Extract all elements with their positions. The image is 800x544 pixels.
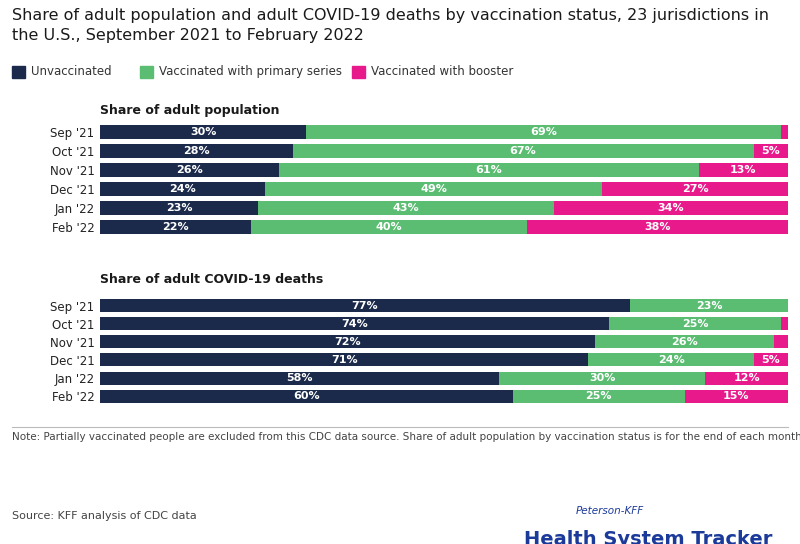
Text: 72%: 72%	[334, 337, 361, 347]
Text: Peterson-KFF: Peterson-KFF	[576, 506, 644, 516]
Text: Vaccinated with primary series: Vaccinated with primary series	[159, 65, 342, 78]
Text: 24%: 24%	[169, 184, 196, 194]
Text: 30%: 30%	[190, 127, 216, 137]
Text: Health System Tracker: Health System Tracker	[524, 530, 772, 544]
Bar	[100, 354, 589, 367]
Bar	[100, 201, 258, 215]
Bar	[698, 163, 788, 177]
Text: 43%: 43%	[393, 203, 419, 213]
Bar	[100, 372, 499, 385]
Text: 5%: 5%	[762, 355, 780, 365]
Text: 60%: 60%	[293, 391, 320, 401]
Text: 61%: 61%	[475, 165, 502, 175]
Bar	[100, 144, 293, 158]
Bar	[754, 144, 788, 158]
Text: 22%: 22%	[162, 222, 189, 232]
Bar	[774, 335, 788, 348]
Bar	[602, 182, 788, 196]
Text: 38%: 38%	[644, 222, 670, 232]
Bar	[100, 390, 513, 403]
Bar	[100, 182, 265, 196]
Text: 5%: 5%	[762, 146, 780, 156]
Text: Share of adult population: Share of adult population	[100, 104, 279, 118]
Bar	[781, 125, 788, 139]
Text: 58%: 58%	[286, 373, 313, 383]
Text: 23%: 23%	[696, 300, 722, 311]
Bar	[499, 372, 706, 385]
Text: Share of adult COVID-19 deaths: Share of adult COVID-19 deaths	[100, 273, 323, 286]
Bar	[306, 125, 781, 139]
Text: 27%: 27%	[682, 184, 709, 194]
Bar	[100, 299, 630, 312]
Bar	[100, 335, 595, 348]
Text: Vaccinated with booster: Vaccinated with booster	[371, 65, 514, 78]
Bar	[526, 220, 788, 234]
Text: 67%: 67%	[510, 146, 537, 156]
Bar	[100, 220, 251, 234]
Bar	[100, 163, 279, 177]
Bar	[781, 317, 788, 330]
Text: 49%: 49%	[420, 184, 447, 194]
Text: 28%: 28%	[183, 146, 210, 156]
Text: 69%: 69%	[530, 127, 557, 137]
Text: 77%: 77%	[351, 300, 378, 311]
Text: 25%: 25%	[586, 391, 612, 401]
Text: 15%: 15%	[723, 391, 750, 401]
Bar	[706, 372, 788, 385]
Text: 26%: 26%	[671, 337, 698, 347]
Bar	[100, 317, 609, 330]
Text: 26%: 26%	[176, 165, 203, 175]
Bar	[279, 163, 698, 177]
Bar	[554, 201, 788, 215]
Text: 40%: 40%	[376, 222, 402, 232]
Bar	[630, 299, 788, 312]
Bar	[265, 182, 602, 196]
Bar	[251, 220, 526, 234]
Text: the U.S., September 2021 to February 2022: the U.S., September 2021 to February 202…	[12, 28, 364, 44]
Bar	[293, 144, 754, 158]
Text: 12%: 12%	[734, 373, 760, 383]
Text: 13%: 13%	[730, 165, 757, 175]
Text: 71%: 71%	[331, 355, 358, 365]
Text: 23%: 23%	[166, 203, 192, 213]
Bar	[685, 390, 788, 403]
Text: 24%: 24%	[658, 355, 685, 365]
Text: 34%: 34%	[658, 203, 684, 213]
Bar	[100, 125, 306, 139]
Text: 25%: 25%	[682, 319, 708, 329]
Bar	[258, 201, 554, 215]
Text: Source: KFF analysis of CDC data: Source: KFF analysis of CDC data	[12, 511, 197, 521]
Bar	[754, 354, 788, 367]
Bar	[589, 354, 754, 367]
Text: 74%: 74%	[341, 319, 368, 329]
Text: Note: Partially vaccinated people are excluded from this CDC data source. Share : Note: Partially vaccinated people are ex…	[12, 432, 800, 442]
Text: 30%: 30%	[589, 373, 615, 383]
Bar	[609, 317, 781, 330]
Bar	[595, 335, 774, 348]
Bar	[513, 390, 685, 403]
Text: Unvaccinated: Unvaccinated	[31, 65, 112, 78]
Text: Share of adult population and adult COVID-19 deaths by vaccination status, 23 ju: Share of adult population and adult COVI…	[12, 8, 769, 23]
